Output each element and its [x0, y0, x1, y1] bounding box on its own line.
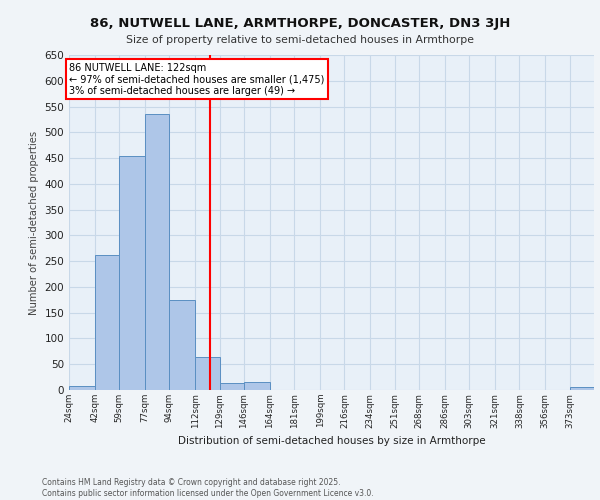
- Text: 86, NUTWELL LANE, ARMTHORPE, DONCASTER, DN3 3JH: 86, NUTWELL LANE, ARMTHORPE, DONCASTER, …: [90, 18, 510, 30]
- Bar: [569, 388, 594, 390]
- Bar: [145, 114, 169, 390]
- Bar: [119, 156, 145, 390]
- Bar: [169, 300, 195, 390]
- Bar: [95, 255, 119, 390]
- Bar: [244, 382, 270, 390]
- X-axis label: Distribution of semi-detached houses by size in Armthorpe: Distribution of semi-detached houses by …: [178, 436, 485, 446]
- Text: 86 NUTWELL LANE: 122sqm
← 97% of semi-detached houses are smaller (1,475)
3% of : 86 NUTWELL LANE: 122sqm ← 97% of semi-de…: [69, 62, 325, 96]
- Bar: [195, 356, 220, 390]
- Y-axis label: Number of semi-detached properties: Number of semi-detached properties: [29, 130, 39, 314]
- Text: Size of property relative to semi-detached houses in Armthorpe: Size of property relative to semi-detach…: [126, 35, 474, 45]
- Bar: [220, 383, 244, 390]
- Bar: [69, 386, 95, 390]
- Text: Contains HM Land Registry data © Crown copyright and database right 2025.
Contai: Contains HM Land Registry data © Crown c…: [42, 478, 374, 498]
